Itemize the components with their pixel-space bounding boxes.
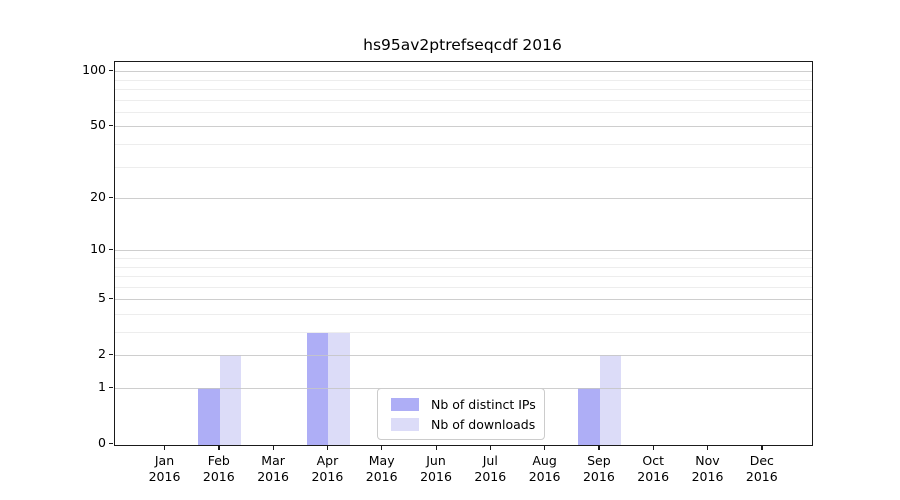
x-tick-month: Feb	[207, 453, 230, 468]
y-tick-mark	[108, 297, 113, 300]
x-tick-year: 2016	[257, 468, 289, 484]
x-tick-month: Mar	[261, 453, 285, 468]
gridline-minor	[115, 88, 812, 90]
y-tick-label: 5	[98, 290, 106, 306]
plot-area	[114, 61, 813, 446]
x-tick-year: 2016	[148, 468, 181, 484]
x-tick-mark	[598, 445, 600, 450]
gridline-minor	[115, 332, 812, 334]
x-tick-month: Aug	[532, 453, 557, 468]
gridline-minor	[115, 79, 812, 81]
x-tick-month: Nov	[695, 453, 720, 468]
gridline-major	[115, 126, 812, 128]
x-tick-label: Sep 2016	[569, 453, 629, 484]
y-tick-label: 50	[90, 117, 106, 133]
x-tick-label: Dec 2016	[732, 453, 792, 484]
gridline-minor	[115, 276, 812, 278]
y-tick-mark	[108, 196, 113, 198]
legend-swatch	[391, 397, 419, 411]
legend-item: Nb of distinct IPs	[386, 397, 536, 412]
gridline-minor	[115, 166, 812, 168]
legend-label: Nb of distinct IPs	[431, 396, 536, 412]
x-tick-mark	[272, 445, 274, 450]
y-tick-label: 0	[98, 435, 106, 451]
x-tick-month: Jan	[154, 453, 175, 468]
legend-swatch	[391, 417, 419, 431]
x-tick-year: 2016	[637, 468, 670, 484]
x-tick-month: Jun	[426, 453, 446, 468]
y-tick-label: 20	[90, 189, 106, 205]
y-tick-label: 100	[82, 62, 106, 78]
x-tick-label: May 2016	[352, 453, 412, 484]
gridline-major	[115, 198, 812, 200]
x-tick-label: Oct 2016	[623, 453, 683, 484]
chart-title: hs95av2ptrefseqcdf 2016	[363, 36, 562, 54]
y-tick-mark	[108, 124, 113, 127]
x-tick-mark	[652, 445, 654, 450]
y-tick-label: 2	[98, 346, 106, 362]
x-tick-year: 2016	[420, 468, 452, 484]
x-tick-month: Oct	[642, 453, 664, 468]
x-tick-month: Sep	[587, 453, 611, 468]
x-tick-label: Jan 2016	[135, 453, 195, 484]
x-tick-mark	[164, 445, 166, 450]
legend: Nb of distinct IPs Nb of downloads	[377, 388, 545, 440]
gridline-minor	[115, 314, 812, 316]
legend-item: Nb of downloads	[386, 417, 536, 432]
x-tick-label: Nov 2016	[678, 453, 738, 484]
x-tick-label: Jul 2016	[460, 453, 520, 484]
x-tick-mark	[435, 445, 437, 450]
gridline-minor	[115, 286, 812, 288]
legend-label: Nb of downloads	[431, 416, 536, 432]
x-tick-year: 2016	[311, 468, 344, 484]
x-tick-mark	[544, 445, 546, 450]
x-tick-label: Aug 2016	[515, 453, 575, 484]
x-tick-label: Apr 2016	[297, 453, 357, 484]
y-tick-label: 1	[98, 379, 106, 395]
x-tick-mark	[707, 445, 709, 450]
x-tick-year: 2016	[365, 468, 398, 484]
gridline-minor	[115, 258, 812, 260]
y-tick-mark	[108, 442, 113, 445]
x-tick-mark	[761, 445, 763, 450]
x-tick-year: 2016	[691, 468, 724, 484]
x-tick-month: Dec	[749, 453, 774, 468]
bar-downloads	[599, 355, 622, 445]
x-tick-month: Apr	[316, 453, 339, 468]
y-tick-label: 10	[90, 241, 106, 257]
y-tick-mark	[108, 69, 113, 71]
gridline-minor	[115, 99, 812, 101]
gridline-minor	[115, 266, 812, 268]
gridline-minor	[115, 143, 812, 145]
x-tick-year: 2016	[202, 468, 235, 484]
gridline-major	[115, 250, 812, 252]
bar-distinct-ips	[578, 388, 600, 445]
bar-downloads	[219, 355, 242, 445]
y-tick-mark	[108, 353, 113, 356]
x-tick-year: 2016	[745, 468, 778, 484]
x-tick-year: 2016	[474, 468, 507, 484]
x-tick-year: 2016	[582, 468, 615, 484]
gridline-major	[115, 299, 812, 301]
x-tick-mark	[326, 445, 329, 450]
x-tick-label: Feb 2016	[189, 453, 249, 484]
bar-distinct-ips	[198, 388, 220, 445]
x-tick-label: Mar 2016	[243, 453, 303, 484]
x-tick-year: 2016	[528, 468, 561, 484]
gridline-major	[115, 71, 812, 73]
x-tick-mark	[218, 445, 220, 450]
x-tick-mark	[489, 445, 492, 450]
x-tick-month: May	[368, 453, 395, 468]
x-tick-mark	[381, 445, 383, 450]
y-tick-mark	[108, 248, 113, 251]
gridline-minor	[115, 111, 812, 113]
x-tick-label: Jun 2016	[406, 453, 466, 484]
y-tick-mark	[108, 386, 113, 389]
x-tick-month: Jul	[482, 453, 498, 468]
gridline-major	[115, 355, 812, 357]
